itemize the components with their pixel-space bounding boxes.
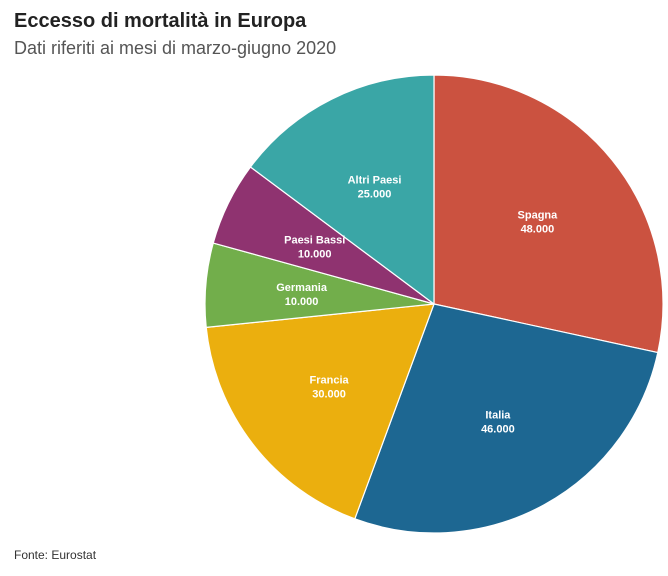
- slice-value-francia: 30.000: [312, 388, 346, 400]
- chart-title: Eccesso di mortalità in Europa: [14, 10, 307, 32]
- slice-label-germania: Germania: [276, 282, 328, 294]
- slice-label-francia: Francia: [310, 374, 350, 386]
- pie-slice-francia: [205, 303, 435, 520]
- slice-value-altri-paesi: 25.000: [358, 188, 392, 200]
- pie-slice-spagna: [433, 74, 664, 354]
- chart-subtitle: Dati riferiti ai mesi di marzo-giugno 20…: [14, 38, 337, 58]
- pie-slice-altri-paesi: [249, 74, 435, 305]
- slice-label-altri-paesi: Altri Paesi: [348, 174, 402, 186]
- slice-value-germania: 10.000: [285, 296, 319, 308]
- slice-value-italia: 46.000: [481, 423, 515, 435]
- source-note: Fonte: Eurostat: [14, 548, 97, 562]
- slice-value-paesi-bassi: 10.000: [298, 249, 332, 261]
- slice-value-spagna: 48.000: [521, 224, 555, 236]
- slice-label-paesi-bassi: Paesi Bassi: [284, 235, 345, 247]
- pie-slices: [204, 74, 664, 534]
- slice-label-italia: Italia: [485, 409, 511, 421]
- slice-label-spagna: Spagna: [518, 210, 559, 222]
- pie-slice-italia: [354, 303, 659, 534]
- pie-labels: Spagna 48.000 Italia 46.000 Francia 30.000 Ger…: [276, 174, 558, 435]
